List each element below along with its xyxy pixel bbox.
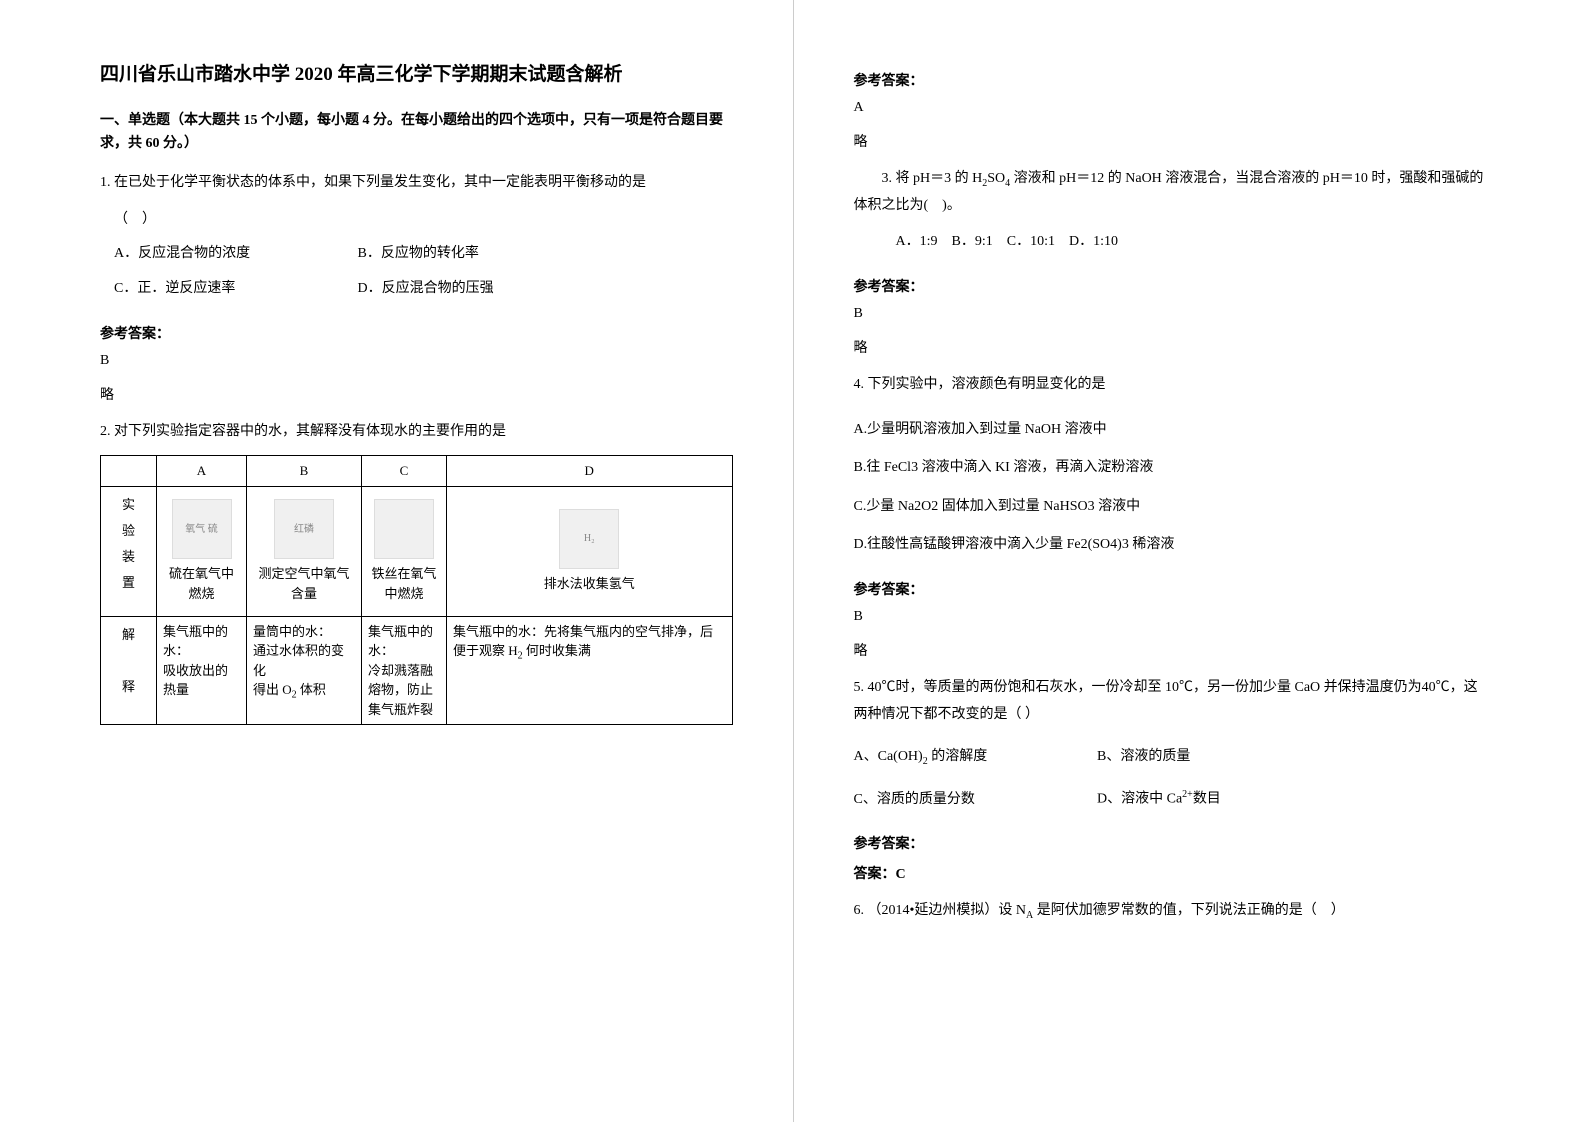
q4-optB: B.往 FeCl3 溶液中滴入 KI 溶液，再滴入淀粉溶液 <box>854 455 1488 482</box>
q4-brief: 略 <box>854 640 1488 660</box>
q4-answer: B <box>854 609 1488 625</box>
table-explain-row: 解释 集气瓶中的水：吸收放出的热量 量筒中的水：通过水体积的变化得出 O2 体积… <box>101 616 733 725</box>
q1-optD: D．反应混合物的压强 <box>358 276 494 303</box>
q1-optC: C．正．逆反应速率 <box>114 276 354 303</box>
q1-row1: A．反应混合物的浓度 B．反应物的转化率 <box>100 241 733 268</box>
section-1-header: 一、单选题（本大题共 15 个小题，每小题 4 分。在每小题给出的四个选项中，只… <box>100 110 733 155</box>
q5-optA: A、Ca(OH)2 的溶解度 <box>854 744 1094 771</box>
question-2: 2. 对下列实验指定容器中的水，其解释没有体现水的主要作用的是 A B C D … <box>100 419 733 726</box>
th-C: C <box>362 456 447 487</box>
question-3: 3. 将 pH＝3 的 H2SO4 溶液和 pH＝12 的 NaOH 溶液混合，… <box>854 166 1488 256</box>
cell-C1-caption: 铁丝在氧气中燃烧 <box>368 564 440 603</box>
cell-B2: 量筒中的水：通过水体积的变化得出 O2 体积 <box>247 616 362 725</box>
q5-row1: A、Ca(OH)2 的溶解度 B、溶液的质量 <box>854 744 1488 771</box>
row1-label: 实验装置 <box>101 486 157 616</box>
q5-optC: C、溶质的质量分数 <box>854 787 1094 814</box>
left-column: 四川省乐山市踏水中学 2020 年高三化学下学期期末试题含解析 一、单选题（本大… <box>0 0 794 1122</box>
cell-B1-caption: 测定空气中氧气含量 <box>253 564 355 603</box>
cell-A1-caption: 硫在氧气中燃烧 <box>163 564 240 603</box>
q2-text: 2. 对下列实验指定容器中的水，其解释没有体现水的主要作用的是 <box>100 419 733 446</box>
q3-answer-label: 参考答案： <box>854 276 1488 296</box>
question-6: 6. （2014•延边州模拟）设 NA 是阿伏加德罗常数的值，下列说法正确的是（… <box>854 898 1488 925</box>
q5-row2: C、溶质的质量分数 D、溶液中 Ca2+数目 <box>854 785 1488 813</box>
q1-text: 1. 在已处于化学平衡状态的体系中，如果下列量发生变化，其中一定能表明平衡移动的… <box>100 170 733 197</box>
question-1: 1. 在已处于化学平衡状态的体系中，如果下列量发生变化，其中一定能表明平衡移动的… <box>100 170 733 302</box>
th-A: A <box>157 456 247 487</box>
q1-optA: A．反应混合物的浓度 <box>114 241 354 268</box>
th-B: B <box>247 456 362 487</box>
question-4: 4. 下列实验中，溶液颜色有明显变化的是 A.少量明矾溶液加入到过量 NaOH … <box>854 372 1488 559</box>
q3-answer: B <box>854 306 1488 322</box>
q5-answer: 答案：C <box>854 863 1488 883</box>
cell-C2: 集气瓶中的水：冷却溅落融熔物，防止集气瓶炸裂 <box>362 616 447 725</box>
q6-text: 6. （2014•延边州模拟）设 NA 是阿伏加德罗常数的值，下列说法正确的是（… <box>854 898 1488 925</box>
q4-optC: C.少量 Na2O2 固体加入到过量 NaHSO3 溶液中 <box>854 494 1488 521</box>
q3-brief: 略 <box>854 337 1488 357</box>
q2-brief: 略 <box>854 131 1488 151</box>
q4-answer-label: 参考答案： <box>854 579 1488 599</box>
cell-A1: 氧气 硫 硫在氧气中燃烧 <box>157 486 247 616</box>
q5-text: 5. 40℃时，等质量的两份饱和石灰水，一份冷却至 10℃，另一份加少量 CaO… <box>854 675 1488 728</box>
q3-text: 3. 将 pH＝3 的 H2SO4 溶液和 pH＝12 的 NaOH 溶液混合，… <box>854 166 1488 219</box>
q1-optB: B．反应物的转化率 <box>358 241 479 268</box>
q5-optB: B、溶液的质量 <box>1097 744 1190 771</box>
th-D: D <box>447 456 733 487</box>
cell-C1: 铁丝在氧气中燃烧 <box>362 486 447 616</box>
q4-optA: A.少量明矾溶液加入到过量 NaOH 溶液中 <box>854 417 1488 444</box>
question-5: 5. 40℃时，等质量的两份饱和石灰水，一份冷却至 10℃，另一份加少量 CaO… <box>854 675 1488 813</box>
th-blank <box>101 456 157 487</box>
cell-D2: 集气瓶中的水：先将集气瓶内的空气排净，后便于观察 H2 何时收集满 <box>447 616 733 725</box>
diagram-D-icon: H₂ <box>559 509 619 569</box>
q5-answer-label: 参考答案： <box>854 833 1488 853</box>
q2-answer-label: 参考答案： <box>854 70 1488 90</box>
q4-optD: D.往酸性高锰酸钾溶液中滴入少量 Fe2(SO4)3 稀溶液 <box>854 532 1488 559</box>
document-title: 四川省乐山市踏水中学 2020 年高三化学下学期期末试题含解析 <box>100 60 733 90</box>
table-experiment-row: 实验装置 氧气 硫 硫在氧气中燃烧 红磷 测定空气中氧气含量 铁丝在氧气中燃烧 … <box>101 486 733 616</box>
q1-brief: 略 <box>100 384 733 404</box>
q3-options: A．1:9 B．9:1 C．10:1 D．1:10 <box>854 229 1488 256</box>
cell-D1-caption: 排水法收集氢气 <box>453 574 726 594</box>
table-header-row: A B C D <box>101 456 733 487</box>
q1-paren: （ ） <box>100 207 733 234</box>
q2-table: A B C D 实验装置 氧气 硫 硫在氧气中燃烧 红磷 测定空气中氧气含量 铁… <box>100 455 733 725</box>
diagram-C-icon <box>374 499 434 559</box>
cell-A2: 集气瓶中的水：吸收放出的热量 <box>157 616 247 725</box>
q5-optD: D、溶液中 Ca2+数目 <box>1097 785 1221 813</box>
row2-label: 解释 <box>101 616 157 725</box>
q1-answer: B <box>100 353 733 369</box>
diagram-B-icon: 红磷 <box>274 499 334 559</box>
q2-answer: A <box>854 100 1488 116</box>
q1-answer-label: 参考答案： <box>100 323 733 343</box>
cell-B1: 红磷 测定空气中氧气含量 <box>247 486 362 616</box>
cell-D1: H₂ 排水法收集氢气 <box>447 486 733 616</box>
q1-row2: C．正．逆反应速率 D．反应混合物的压强 <box>100 276 733 303</box>
right-column: 参考答案： A 略 3. 将 pH＝3 的 H2SO4 溶液和 pH＝12 的 … <box>794 0 1587 1122</box>
diagram-A-icon: 氧气 硫 <box>172 499 232 559</box>
q4-text: 4. 下列实验中，溶液颜色有明显变化的是 <box>854 372 1488 399</box>
